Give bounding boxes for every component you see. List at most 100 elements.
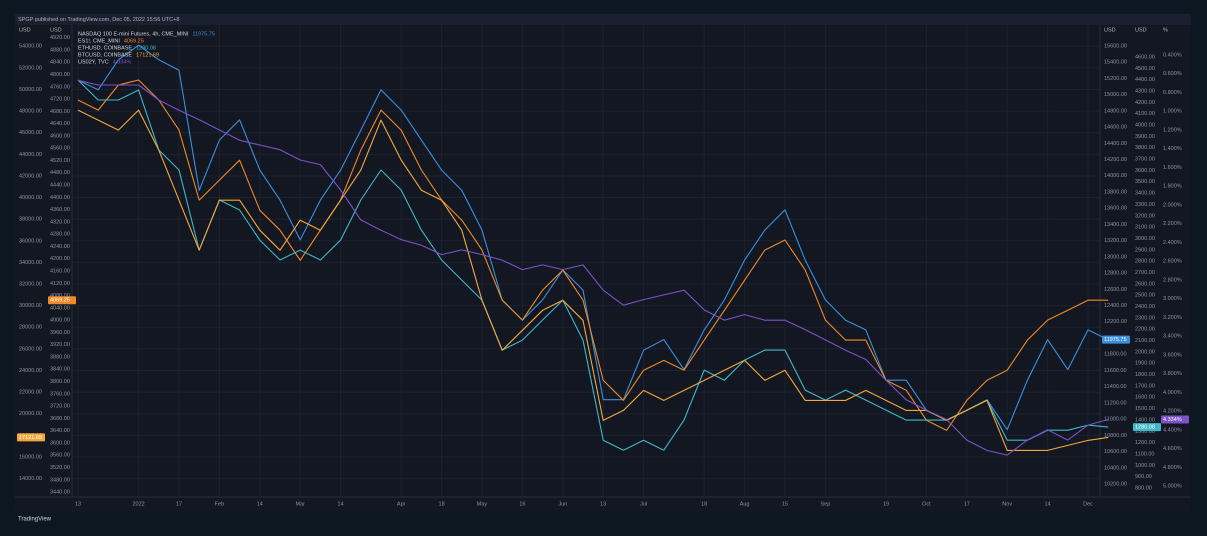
y-tick-label: 3400.00: [1135, 191, 1155, 197]
series-line: [77, 79, 1109, 451]
price-tag-label: 4069.25: [50, 298, 70, 304]
y-tick-label: 4480.00: [50, 170, 70, 176]
y-tick-label: 3700.00: [1135, 157, 1155, 163]
x-tick-label: 17: [964, 501, 970, 507]
y-tick-label: 2200.00: [1135, 327, 1155, 333]
axis-unit: USD: [1135, 27, 1147, 33]
legend: NASDAQ 100 E-mini Futures, 4h, CME_MINI 1…: [78, 31, 215, 65]
y-tick-label: 1400.00: [1135, 417, 1155, 423]
x-tick-label: Feb: [215, 501, 224, 507]
y-tick-label: 4200.00: [1135, 100, 1155, 106]
y-tick-label: 4440.00: [50, 183, 70, 189]
y-tick-label: 4000.00: [1135, 123, 1155, 129]
y-tick-label: 1.600%: [1163, 165, 1182, 171]
y-tick-label: 1300.00: [1135, 429, 1155, 435]
y-tick-label: 13400.00: [1104, 222, 1127, 228]
y-tick-label: 2100.00: [1135, 338, 1155, 344]
x-tick-label: Oct: [922, 501, 931, 507]
y-tick-label: 24000.00: [19, 368, 42, 374]
y-tick-label: 12400.00: [1104, 303, 1127, 309]
legend-name: BTCUSD, COINBASE: [78, 52, 132, 58]
y-tick-label: 2300.00: [1135, 315, 1155, 321]
y-tick-label: 3760.00: [50, 391, 70, 397]
y-tick-label: 2.400%: [1163, 240, 1182, 246]
y-tick-label: 13000.00: [1104, 254, 1127, 260]
legend-name: ETHUSD, COINBASE: [78, 45, 132, 51]
y-tick-label: 12600.00: [1104, 287, 1127, 293]
x-tick-label: Nov: [1002, 501, 1012, 507]
y-tick-label: 3600.00: [1135, 168, 1155, 174]
price-tag: [1102, 335, 1130, 344]
axis-unit: USD: [50, 27, 62, 33]
y-tick-label: 3600.00: [50, 440, 70, 446]
y-tick-label: 1.200%: [1163, 127, 1182, 133]
y-tick-label: 4.400%: [1163, 427, 1182, 433]
y-tick-label: 15600.00: [1104, 43, 1127, 49]
y-tick-label: 38000.00: [19, 217, 42, 223]
y-tick-label: 4000.00: [50, 318, 70, 324]
x-tick-label: 2022: [132, 501, 144, 507]
y-tick-label: 3560.00: [50, 453, 70, 459]
y-tick-label: 14800.00: [1104, 108, 1127, 114]
legend-name: ES1!, CME_MINI: [78, 38, 120, 44]
y-tick-label: 15000.00: [1104, 92, 1127, 98]
price-tag: [1133, 423, 1161, 432]
y-tick-label: 4880.00: [50, 47, 70, 53]
legend-value: 4069.25: [124, 38, 144, 44]
y-tick-label: 4400.00: [50, 195, 70, 201]
x-tick-label: May: [477, 501, 488, 507]
y-tick-label: 10800.00: [1104, 433, 1127, 439]
y-tick-label: 28000.00: [19, 325, 42, 331]
x-tick-label: Jul: [640, 501, 647, 507]
series-line: [77, 79, 1109, 431]
y-tick-label: 4320.00: [50, 219, 70, 225]
y-tick-label: 4.800%: [1163, 465, 1182, 471]
x-tick-label: Jun: [558, 501, 567, 507]
y-tick-label: 20000.00: [19, 411, 42, 417]
y-tick-label: 4240.00: [50, 244, 70, 250]
axis-unit: %: [1163, 27, 1168, 33]
axis-unit: USD: [1104, 27, 1116, 33]
y-tick-label: 4360.00: [50, 207, 70, 213]
y-tick-label: 5.000%: [1163, 483, 1182, 489]
y-tick-label: 16000.00: [19, 454, 42, 460]
y-tick-label: 34000.00: [19, 260, 42, 266]
y-tick-label: 4520.00: [50, 158, 70, 164]
y-tick-label: 3680.00: [50, 416, 70, 422]
y-tick-label: 2000.00: [1135, 349, 1155, 355]
y-tick-label: 46000.00: [19, 130, 42, 136]
y-tick-label: 4.200%: [1163, 409, 1182, 415]
y-tick-label: 13200.00: [1104, 238, 1127, 244]
y-tick-label: 36000.00: [19, 238, 42, 244]
y-tick-label: 1.400%: [1163, 146, 1182, 152]
price-tag: [1161, 415, 1189, 424]
y-tick-label: 11600.00: [1104, 368, 1127, 374]
y-tick-label: 2.600%: [1163, 259, 1182, 265]
header-bar: [15, 14, 1191, 25]
y-tick-label: 2600.00: [1135, 281, 1155, 287]
y-tick-label: 4080.00: [50, 293, 70, 299]
legend-value: 11975.75: [192, 31, 215, 37]
y-tick-label: 0.800%: [1163, 90, 1182, 96]
y-tick-label: 11200.00: [1104, 400, 1127, 406]
legend-value: 1280.08: [136, 45, 156, 51]
y-tick-label: 3.800%: [1163, 371, 1182, 377]
y-tick-label: 4.000%: [1163, 390, 1182, 396]
y-tick-label: 26000.00: [19, 346, 42, 352]
y-tick-label: 2800.00: [1135, 259, 1155, 265]
legend-value: 4.334%: [113, 59, 132, 65]
y-tick-label: 4600.00: [1135, 54, 1155, 60]
y-tick-label: 4840.00: [50, 60, 70, 66]
y-tick-label: 4120.00: [50, 281, 70, 287]
axis-unit: USD: [19, 27, 31, 33]
y-tick-label: 4560.00: [50, 146, 70, 152]
x-tick-label: 14: [257, 501, 263, 507]
y-tick-label: 3.400%: [1163, 334, 1182, 340]
y-tick-label: 11400.00: [1104, 384, 1127, 390]
y-tick-label: 2.200%: [1163, 221, 1182, 227]
y-tick-label: 3880.00: [50, 354, 70, 360]
x-tick-label: Dec: [1083, 501, 1093, 507]
x-tick-label: 17: [176, 501, 182, 507]
y-tick-label: 4280.00: [50, 232, 70, 238]
